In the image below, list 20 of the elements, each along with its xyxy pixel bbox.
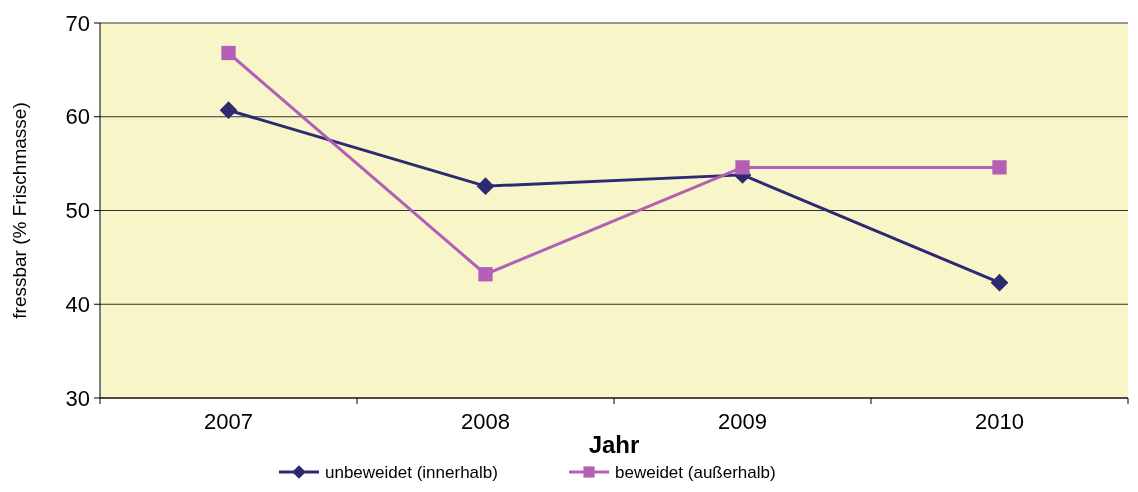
y-tick-label: 40 xyxy=(65,291,90,317)
y-tick-label: 30 xyxy=(65,385,90,411)
x-tick-label: 2010 xyxy=(975,409,1024,434)
point xyxy=(990,273,1009,292)
point xyxy=(992,160,1007,175)
x-axis-title: Jahr xyxy=(588,431,640,458)
point xyxy=(478,267,493,282)
point xyxy=(221,45,236,61)
y-tick-label: 70 xyxy=(65,10,90,36)
x-tick-label: 2009 xyxy=(718,409,767,434)
y-tick-label: 60 xyxy=(65,104,90,130)
x-tick-label: 2008 xyxy=(461,409,510,434)
x-tick-label: 2007 xyxy=(204,409,253,434)
point xyxy=(219,101,238,120)
y-axis-title: fressbar (% Frischmasse) xyxy=(9,102,30,319)
point xyxy=(476,177,495,195)
legend-label: unbeweidet (innerhalb) xyxy=(325,462,498,482)
point xyxy=(735,160,750,175)
y-tick-label: 50 xyxy=(65,198,90,224)
legend-label: beweidet (außerhalb) xyxy=(615,462,776,482)
